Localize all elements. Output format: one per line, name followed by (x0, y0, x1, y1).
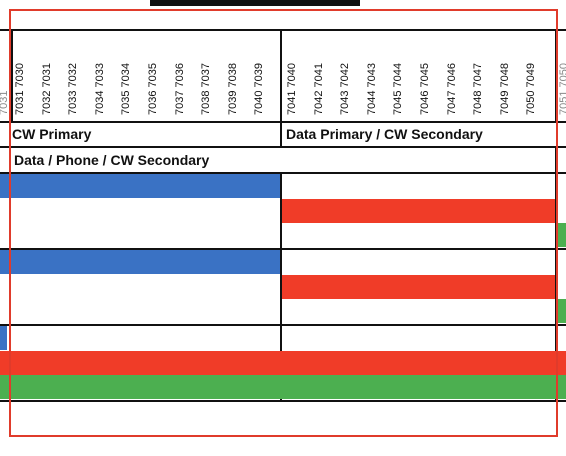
grid-line (0, 146, 566, 148)
grid-line (0, 248, 566, 250)
row-label-data-phone-cw: Data / Phone / CW Secondary (14, 152, 210, 168)
column-divider (11, 29, 13, 123)
bar-blue-2 (0, 250, 280, 274)
bar-green-2-edge (557, 299, 566, 323)
cut-off-title-fragment (150, 0, 360, 6)
column-divider-main (280, 29, 282, 148)
column-divider (555, 29, 557, 123)
bar-green-3 (0, 375, 566, 399)
right-column-header: 7046 7045 (419, 63, 431, 115)
left-column-header: 7037 7036 (173, 63, 186, 115)
grid-line (0, 400, 566, 402)
right-column-header: 7047 7046 (445, 63, 458, 115)
bar-red-3 (0, 351, 566, 375)
right-column-header: 7043 7042 (339, 63, 352, 115)
bar-blue-3-edge (0, 326, 7, 350)
partial-column-label-left: 7031 (0, 90, 10, 115)
right-column-header: 7041 7040 (286, 63, 298, 115)
grid-line (0, 121, 566, 123)
bar-red-2 (282, 275, 555, 299)
bar-blue-1 (0, 174, 280, 198)
left-column-header: 7031 7030 (14, 63, 26, 115)
section-label-cw-primary: CW Primary (12, 126, 92, 142)
grid-line (0, 29, 566, 31)
left-column-header: 7035 7034 (120, 63, 133, 115)
right-column-header: 7049 7048 (498, 63, 511, 115)
right-column-header: 7048 7047 (472, 63, 485, 115)
partial-column-label-right: 7051 7050 (558, 63, 566, 115)
right-column-header: 7042 7041 (312, 63, 325, 115)
section-label-data-primary: Data Primary / CW Secondary (286, 126, 483, 142)
left-column-header: 7033 7032 (67, 63, 80, 115)
left-column-header: 7038 7037 (200, 63, 213, 115)
grid-line (0, 172, 566, 174)
grid-line (0, 324, 566, 326)
left-column-header: 7040 7039 (253, 63, 266, 115)
right-column-header: 7050 7049 (525, 63, 538, 115)
left-column-header: 7039 7038 (226, 63, 239, 115)
column-divider-main (280, 172, 282, 402)
left-column-header: 7036 7035 (147, 63, 159, 115)
left-column-header: 7034 7033 (93, 63, 106, 115)
right-column-header: 7044 7043 (365, 63, 378, 115)
bar-red-1 (282, 199, 555, 223)
bar-green-1-edge (557, 223, 566, 247)
right-column-header: 7045 7044 (392, 63, 405, 115)
left-column-header: 7032 7031 (40, 63, 53, 115)
